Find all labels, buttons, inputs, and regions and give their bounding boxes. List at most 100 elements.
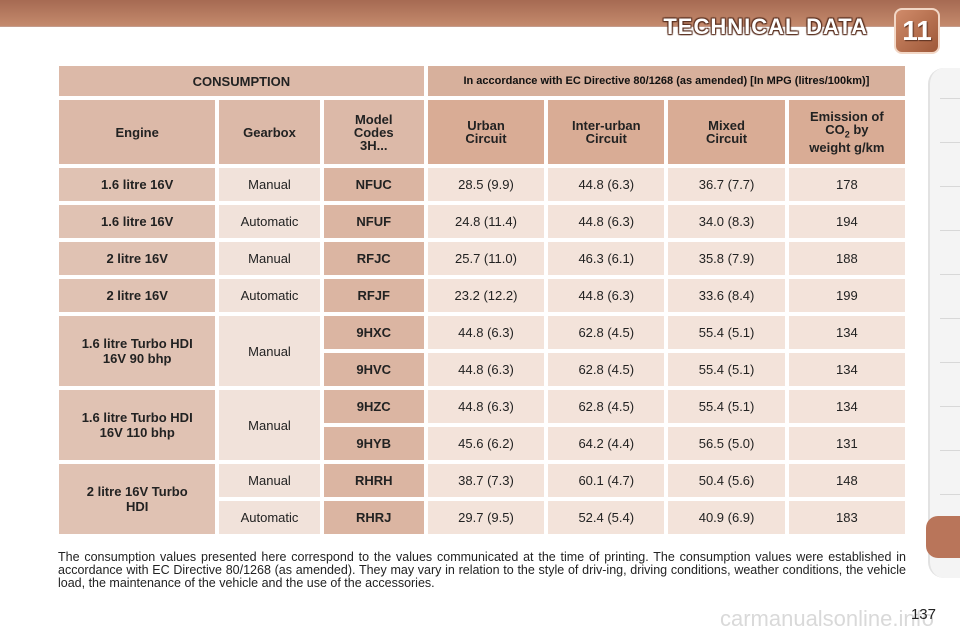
- code-cell: RFJF: [323, 279, 424, 312]
- urban-cell: 44.8 (6.3): [427, 390, 545, 423]
- mixed-cell: 55.4 (5.1): [668, 390, 785, 423]
- urban-cell: 24.8 (11.4): [427, 205, 545, 238]
- mixed-cell: 34.0 (8.3): [668, 205, 785, 238]
- gearbox-cell: Automatic: [219, 501, 320, 534]
- consumption-table: CONSUMPTION In accordance with EC Direct…: [55, 62, 909, 538]
- side-tab-divider: [940, 362, 960, 363]
- inter-urban-cell: 46.3 (6.1): [548, 242, 665, 275]
- table-row: 1.6 litre 16V Automatic NFUF 24.8 (11.4)…: [59, 205, 905, 238]
- mixed-cell: 55.4 (5.1): [668, 316, 785, 349]
- table-row: 1.6 litre Turbo HDI 16V 110 bhp Manual 9…: [59, 390, 905, 460]
- table-row: 2 litre 16V Manual RFJC 25.7 (11.0) 46.3…: [59, 242, 905, 275]
- code-cell: NFUF: [323, 205, 424, 238]
- inter-urban-cell: 64.2 (4.4): [548, 427, 665, 460]
- emission-cell: 178: [788, 168, 905, 201]
- code-cell: RFJC: [323, 242, 424, 275]
- emission-cell: 183: [788, 501, 905, 534]
- emission-cell: 188: [788, 242, 905, 275]
- code-cell: NFUC: [323, 168, 424, 201]
- col-urban-label: Urban Circuit: [465, 118, 507, 146]
- inter-urban-cell: 52.4 (5.4): [548, 501, 665, 534]
- side-tab-divider: [940, 406, 960, 407]
- inter-urban-cell: 44.8 (6.3): [548, 279, 665, 312]
- inter-urban-cell: 44.8 (6.3): [548, 168, 665, 201]
- engine-label: 2 litre 16V Turbo HDI: [86, 484, 188, 514]
- urban-cell: 45.6 (6.2): [427, 427, 545, 460]
- col-engine: Engine: [59, 100, 216, 164]
- gearbox-cell: Manual: [219, 464, 320, 497]
- mixed-cell: 55.4 (5.1): [668, 353, 785, 386]
- table-row: 1.6 litre Turbo HDI 16V 90 bhp Manual 9H…: [59, 316, 905, 386]
- col-emission-sub: 2: [844, 129, 850, 140]
- gearbox-cell: Manual: [219, 316, 320, 386]
- col-gearbox: Gearbox: [219, 100, 320, 164]
- side-tab-divider: [940, 98, 960, 99]
- header-bar: [0, 0, 960, 48]
- table-row: 9HVC 44.8 (6.3) 62.8 (4.5) 55.4 (5.1) 13…: [59, 353, 905, 386]
- code-cell: RHRH: [323, 464, 424, 497]
- side-tab-divider: [940, 142, 960, 143]
- mixed-cell: 36.7 (7.7): [668, 168, 785, 201]
- engine-cell: 2 litre 16V: [59, 242, 216, 275]
- engine-label: 1.6 litre Turbo HDI 16V 90 bhp: [81, 336, 193, 366]
- urban-cell: 29.7 (9.5): [427, 501, 545, 534]
- engine-cell: 1.6 litre Turbo HDI 16V 90 bhp: [59, 316, 216, 386]
- urban-cell: 28.5 (9.9): [427, 168, 545, 201]
- emission-cell: 199: [788, 279, 905, 312]
- side-tab-strip: [928, 68, 960, 578]
- inter-urban-cell: 62.8 (4.5): [548, 316, 665, 349]
- mixed-cell: 33.6 (8.4): [668, 279, 785, 312]
- col-emission-co: CO: [825, 121, 845, 137]
- mixed-cell: 50.4 (5.6): [668, 464, 785, 497]
- table-row: 9HYB 45.6 (6.2) 64.2 (4.4) 56.5 (5.0) 13…: [59, 427, 905, 460]
- side-tab-current[interactable]: [926, 516, 960, 558]
- mixed-cell: 40.9 (6.9): [668, 501, 785, 534]
- gearbox-cell: Automatic: [219, 205, 320, 238]
- col-inter-urban-label: Inter-urban Circuit: [571, 118, 641, 146]
- emission-cell: 134: [788, 316, 905, 349]
- code-cell: RHRJ: [323, 501, 424, 534]
- page-title: TECHNICAL DATA: [663, 14, 868, 39]
- side-tab-divider: [940, 494, 960, 495]
- code-cell: 9HVC: [323, 353, 424, 386]
- engine-cell: 1.6 litre 16V: [59, 205, 216, 238]
- col-model-codes: Model Codes 3H...: [323, 100, 424, 164]
- header-band: [0, 0, 960, 26]
- inter-urban-cell: 60.1 (4.7): [548, 464, 665, 497]
- chapter-badge: 11: [894, 8, 940, 54]
- engine-cell: 2 litre 16V Turbo HDI: [59, 464, 216, 534]
- directive-heading: In accordance with EC Directive 80/1268 …: [427, 66, 905, 96]
- side-tab-divider: [940, 186, 960, 187]
- engine-cell: 1.6 litre Turbo HDI 16V 110 bhp: [59, 390, 216, 460]
- urban-cell: 44.8 (6.3): [427, 316, 545, 349]
- watermark: carmanualsonline.info: [719, 606, 934, 631]
- side-tab-divider: [940, 274, 960, 275]
- col-model-codes-label: Model Codes 3H...: [353, 111, 394, 153]
- urban-cell: 38.7 (7.3): [427, 464, 545, 497]
- table-row: 2 litre 16V Automatic RFJF 23.2 (12.2) 4…: [59, 279, 905, 312]
- gearbox-cell: Manual: [219, 390, 320, 460]
- col-inter-urban: Inter-urban Circuit: [548, 100, 665, 164]
- consumption-heading: CONSUMPTION: [59, 66, 424, 96]
- col-mixed: Mixed Circuit: [668, 100, 785, 164]
- emission-cell: 131: [788, 427, 905, 460]
- page-number: 137: [910, 606, 936, 623]
- urban-cell: 23.2 (12.2): [427, 279, 545, 312]
- gearbox-cell: Automatic: [219, 279, 320, 312]
- gearbox-cell: Manual: [219, 168, 320, 201]
- side-tab-divider: [940, 230, 960, 231]
- col-emission-line3: weight g/km: [809, 140, 885, 156]
- table-row: 2 litre 16V Turbo HDI Manual RHRH 38.7 (…: [59, 464, 905, 534]
- emission-cell: 194: [788, 205, 905, 238]
- urban-cell: 25.7 (11.0): [427, 242, 545, 275]
- emission-cell: 134: [788, 390, 905, 423]
- engine-cell: 2 litre 16V: [59, 279, 216, 312]
- table-row: Automatic RHRJ 29.7 (9.5) 52.4 (5.4) 40.…: [59, 501, 905, 534]
- gearbox-cell: Manual: [219, 242, 320, 275]
- code-cell: 9HYB: [323, 427, 424, 460]
- engine-cell: 1.6 litre 16V: [59, 168, 216, 201]
- col-mixed-label: Mixed Circuit: [705, 118, 748, 146]
- consumption-footnote: The consumption values presented here co…: [58, 550, 906, 590]
- col-emission-by: by: [849, 121, 869, 137]
- side-tab-divider: [940, 318, 960, 319]
